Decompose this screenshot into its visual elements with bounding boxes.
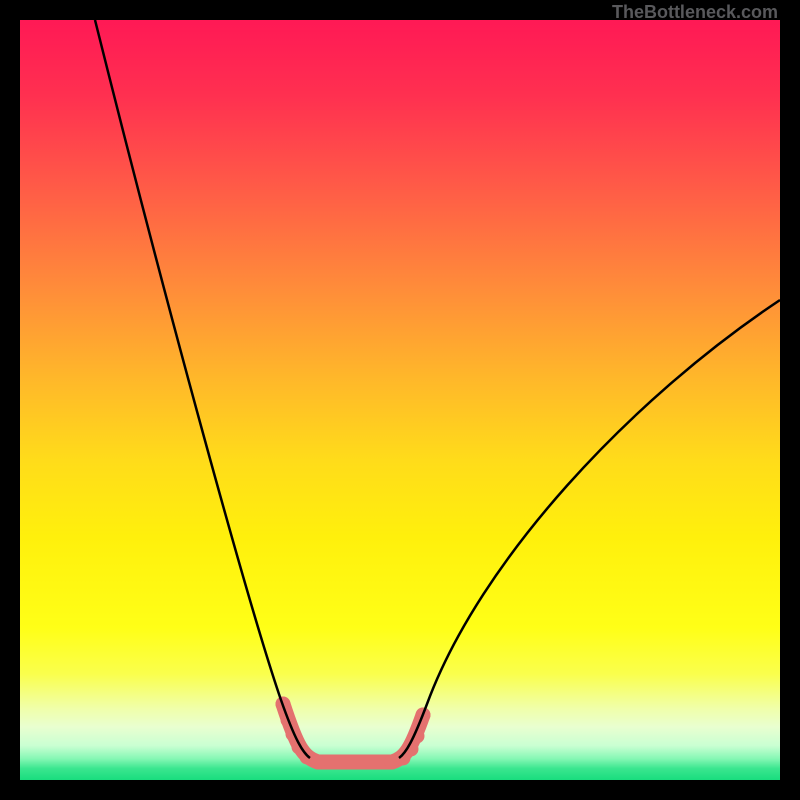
curve-right	[399, 300, 780, 758]
curve-layer	[20, 20, 780, 780]
watermark-text: TheBottleneck.com	[612, 2, 778, 23]
main-curve	[95, 20, 780, 758]
valley-dot	[311, 755, 326, 770]
valley-highlight	[276, 697, 431, 770]
curve-left	[95, 20, 310, 758]
outer-frame: TheBottleneck.com	[0, 0, 800, 800]
plot-area	[20, 20, 780, 780]
